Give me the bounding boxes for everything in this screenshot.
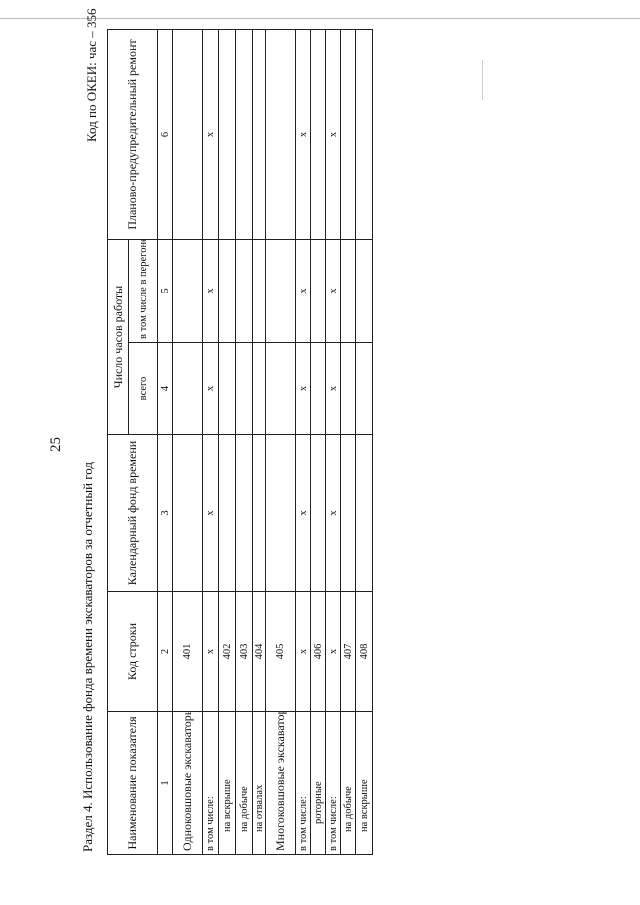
cell-c3 (355, 434, 373, 592)
column-numbers-row: 1 2 3 4 5 6 (157, 29, 173, 855)
cell-c5 (218, 239, 236, 343)
cell-name: на вскрыше (218, 711, 236, 855)
table-row: Многоковшовые экскаваторы - всего 405 (265, 29, 296, 855)
cell-code: 401 (172, 591, 203, 712)
cell-c6 (172, 29, 203, 240)
table-row: роторные 406 (310, 29, 326, 855)
page-number: 25 (48, 437, 64, 452)
cell-c5 (310, 239, 326, 343)
cell-c5 (265, 239, 296, 343)
table-row: в том числе: x x x x x (202, 29, 219, 855)
col-number: 6 (157, 29, 173, 240)
cell-c5: x (325, 239, 341, 343)
cell-name: в том числе: (202, 711, 219, 855)
cell-c4: x (202, 342, 219, 435)
cell-c5 (235, 239, 253, 343)
cell-c4: x (325, 342, 341, 435)
cell-c3: x (325, 434, 341, 592)
table-row: на вскрыше 402 (218, 29, 236, 855)
cell-code: 405 (265, 591, 296, 712)
cell-code: 404 (252, 591, 266, 712)
cell-c4 (235, 342, 253, 435)
cell-name: на вскрыше (355, 711, 373, 855)
cell-c6: x (202, 29, 219, 240)
cell-c5: x (295, 239, 311, 343)
col-number: 5 (157, 239, 173, 343)
cell-c6 (265, 29, 296, 240)
cell-code: x (295, 591, 311, 712)
cell-c3 (310, 434, 326, 592)
cell-c4: x (295, 342, 311, 435)
cell-c6 (218, 29, 236, 240)
header-hours-group: Число часов работы (107, 239, 129, 435)
cell-name: на добыче (235, 711, 253, 855)
header-code: Код строки (107, 591, 158, 712)
cell-name: в том числе: (295, 711, 311, 855)
header-repair: Планово-предупредительный ремонт (107, 29, 158, 240)
cell-c5 (252, 239, 266, 343)
cell-c3: x (295, 434, 311, 592)
cell-c5: x (202, 239, 219, 343)
cell-c6 (340, 29, 356, 240)
cell-c4 (310, 342, 326, 435)
cell-name: в том числе: (325, 711, 341, 855)
cell-c5 (355, 239, 373, 343)
cell-code: x (325, 591, 341, 712)
cell-c3 (252, 434, 266, 592)
okei-code: Код по ОКЕИ: час – 356 (84, 8, 99, 142)
header-calendar: Календарный фонд времени (107, 434, 158, 592)
scan-edge-line (0, 18, 640, 19)
table-row: Одноковшовые экскаваторы - всего 401 (172, 29, 203, 855)
cell-name: роторные (310, 711, 326, 855)
cell-c5 (172, 239, 203, 343)
cell-c3 (340, 434, 356, 592)
table-row: на добыче 403 (235, 29, 253, 855)
table-row: на вскрыше 408 (355, 29, 373, 855)
cell-c6 (252, 29, 266, 240)
cell-c3 (265, 434, 296, 592)
cell-c4 (218, 342, 236, 435)
cell-name: на добыче (340, 711, 356, 855)
cell-code: 407 (340, 591, 356, 712)
cell-code: 402 (218, 591, 236, 712)
cell-c6 (310, 29, 326, 240)
header-name: Наименование показателя (107, 711, 158, 855)
header-hours-total: всего (128, 342, 158, 435)
cell-c6: x (325, 29, 341, 240)
cell-code: 403 (235, 591, 253, 712)
col-number: 3 (157, 434, 173, 592)
cell-c4 (355, 342, 373, 435)
table-row: в том числе: x x x x x (325, 29, 341, 855)
table-row: на добыче 407 (340, 29, 356, 855)
cell-code: 408 (355, 591, 373, 712)
section-title: Раздел 4. Использование фонда времени эк… (80, 461, 95, 852)
col-number: 2 (157, 591, 173, 712)
cell-name: Многоковшовые экскаваторы - всего (265, 711, 296, 855)
cell-c6 (235, 29, 253, 240)
table-row: в том числе: x x x x x (295, 29, 311, 855)
table-row: на отвалах 404 (252, 29, 266, 855)
cell-c4 (265, 342, 296, 435)
cell-code: x (202, 591, 219, 712)
cell-c6: x (295, 29, 311, 240)
col-number: 4 (157, 342, 173, 435)
excavator-time-table: Наименование показателя Код строки Кален… (107, 29, 373, 855)
cell-c3: x (202, 434, 219, 592)
cell-c4 (252, 342, 266, 435)
scan-edge-mark (482, 60, 483, 100)
cell-c6 (355, 29, 373, 240)
cell-code: 406 (310, 591, 326, 712)
col-number: 1 (157, 711, 173, 855)
cell-c5 (340, 239, 356, 343)
header-hours-transfer: в том числе в перегоне (128, 239, 158, 343)
cell-c3 (218, 434, 236, 592)
cell-c4 (340, 342, 356, 435)
cell-name: Одноковшовые экскаваторы - всего (172, 711, 203, 855)
cell-c3 (235, 434, 253, 592)
cell-name: на отвалах (252, 711, 266, 855)
cell-c4 (172, 342, 203, 435)
cell-c3 (172, 434, 203, 592)
